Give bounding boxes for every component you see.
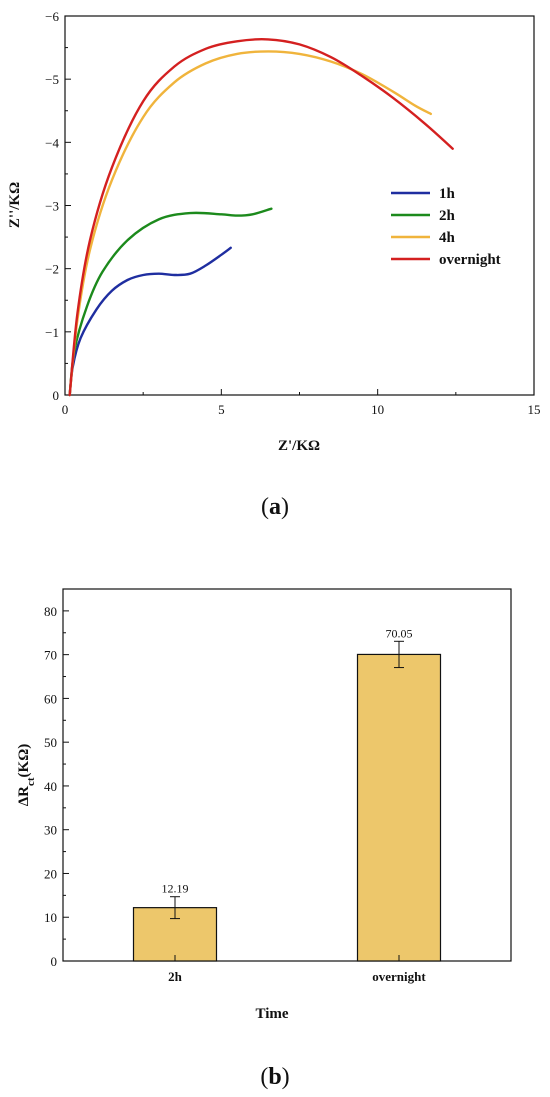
y-tick-label: −2 <box>45 262 59 277</box>
bar-overnight <box>356 653 442 962</box>
caption-b-close: ) <box>282 1064 290 1090</box>
series-line-1h <box>68 246 232 397</box>
x-tick-label-overnight: overnight <box>372 969 426 984</box>
caption-a: (a) <box>261 494 289 520</box>
caption-a-open: ( <box>261 494 269 520</box>
series-line-4h <box>68 50 432 397</box>
caption-a-letter: a <box>269 494 281 520</box>
y-tick-label: 30 <box>44 823 57 838</box>
legend-label-1h: 1h <box>439 186 456 202</box>
x-tick-label: 0 <box>62 402 69 417</box>
y-tick-label: 60 <box>44 691 57 706</box>
caption-a-close: ) <box>281 494 289 520</box>
y-tick-label: 20 <box>44 866 57 881</box>
x-tick-label: 5 <box>218 402 225 417</box>
data-label-2h: 12.19 <box>162 882 189 896</box>
legend-label-4h: 4h <box>439 230 456 246</box>
y-tick-label: 0 <box>53 388 60 403</box>
chart-a-x-axis-label: Z'/KΩ <box>278 438 320 454</box>
caption-b-letter: b <box>268 1064 281 1090</box>
chart-b-y-axis-label: ΔRct(KΩ) <box>16 744 37 806</box>
y-tick-label: 0 <box>51 954 58 969</box>
chart-b-y-axis-label-sub: ct <box>25 777 37 786</box>
y-tick-label: −1 <box>45 325 59 340</box>
chart-a: 0 5 10 15 0 −1 −2 −3 −4 −5 −6 Z'/KΩ Z''/KΩ 1h 2h 4h o… <box>7 9 541 520</box>
series-line-2h <box>68 207 273 397</box>
legend-label-overnight: overnight <box>439 252 501 268</box>
y-tick-label: 70 <box>44 648 57 663</box>
y-tick-label: −3 <box>45 199 59 214</box>
x-tick-label: 15 <box>528 402 541 417</box>
data-label-overnight: 70.05 <box>386 626 413 640</box>
y-tick-label: 40 <box>44 779 57 794</box>
legend-label-2h: 2h <box>439 208 456 224</box>
chart-b-x-axis-label: Time <box>255 1006 288 1022</box>
y-tick-label: 80 <box>44 604 57 619</box>
chart-b-y-axis-label-main: ΔR <box>16 786 32 806</box>
series-line-overnight <box>68 38 454 397</box>
chart-a-y-axis-label: Z''/KΩ <box>7 182 23 228</box>
chart-a-legend: 1h 2h 4h overnight <box>391 186 501 268</box>
y-tick-label: 50 <box>44 735 57 750</box>
caption-b-open: ( <box>260 1064 268 1090</box>
x-tick-label-2h: 2h <box>168 969 183 984</box>
y-tick-label: −5 <box>45 72 59 87</box>
chart-b-y-axis-label-unit: (KΩ) <box>16 744 32 778</box>
caption-b: (b) <box>260 1064 289 1090</box>
chart-a-frame <box>64 15 535 396</box>
chart-b-frame <box>62 588 512 962</box>
y-tick-label: 10 <box>44 910 57 925</box>
x-tick-label: 10 <box>371 402 384 417</box>
y-tick-label: −6 <box>45 9 59 24</box>
y-tick-label: −4 <box>45 135 59 150</box>
